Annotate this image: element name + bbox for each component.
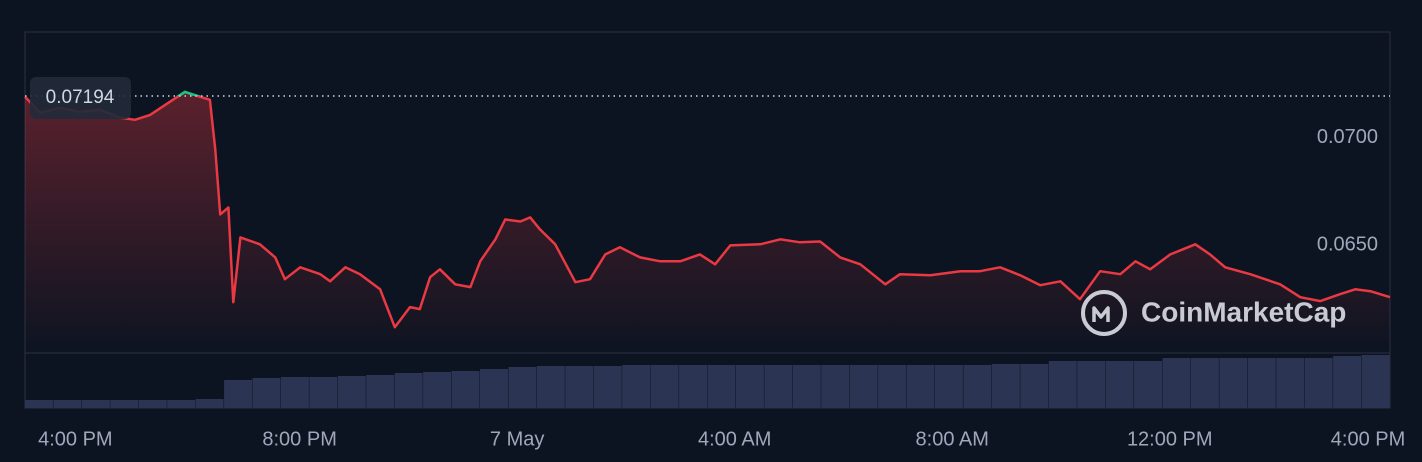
watermark-text: CoinMarketCap [1141, 296, 1346, 327]
volume-bar [679, 365, 707, 408]
y-tick-label: 0.0650 [1317, 234, 1378, 256]
price-line [24, 90, 1391, 329]
volume-bar [707, 365, 736, 408]
x-tick-label: 4:00 PM [38, 428, 112, 450]
volume-bar [25, 400, 53, 408]
volume-bar [138, 400, 167, 408]
volume-bar [508, 367, 537, 408]
x-tick-label: 8:00 PM [262, 428, 336, 450]
x-tick-label: 8:00 AM [916, 428, 989, 450]
volume-bar [764, 365, 793, 408]
reference-label-box [30, 76, 131, 119]
volume-bar [622, 365, 651, 408]
volume-bar [280, 377, 309, 408]
volume-bar [849, 365, 878, 408]
volume-bar [480, 369, 508, 408]
volume-bar [1304, 358, 1333, 408]
volume-bar [394, 373, 423, 408]
volume-bar [1020, 364, 1049, 408]
price-area [25, 91, 1390, 354]
volume-bar [735, 365, 764, 408]
volume-bar [906, 365, 935, 408]
volume-bar [593, 366, 622, 408]
watermark: CoinMarketCap [1081, 290, 1346, 336]
volume-bar [81, 400, 110, 408]
x-tick-label: 7 May [490, 428, 544, 450]
volume-bar [366, 375, 395, 408]
volume-bar [167, 400, 196, 408]
volume-bar [650, 365, 679, 408]
volume-bar [1048, 361, 1077, 408]
y-tick-label: 0.0700 [1317, 126, 1378, 148]
volume-bar [309, 377, 338, 408]
volume-bar [821, 365, 850, 408]
x-tick-label: 4:00 AM [698, 428, 771, 450]
volume-bar [451, 371, 480, 408]
volume-bar [963, 365, 992, 408]
volume-bar [1219, 358, 1248, 408]
volume-bar [1190, 358, 1219, 408]
volume-bar [565, 366, 594, 408]
volume-bar [878, 365, 907, 408]
x-tick-label: 12:00 PM [1127, 428, 1213, 450]
volume-bar [792, 365, 821, 408]
volume-bar [1333, 356, 1362, 408]
volume-bar [53, 400, 82, 408]
volume-bar [110, 400, 139, 408]
volume-bar [224, 380, 252, 408]
volume-bar [991, 364, 1020, 408]
volume-bar [536, 366, 565, 408]
x-tick-label: 4:00 PM [1331, 428, 1405, 450]
volume-bar [1162, 358, 1191, 408]
reference-label: 0.07194 [46, 87, 115, 108]
volume-bar [337, 376, 366, 408]
volume-bar [252, 378, 281, 408]
volume-bar [1077, 361, 1106, 408]
volume-bar [935, 365, 963, 408]
volume-bar [1247, 358, 1276, 408]
volume-bar [1361, 355, 1390, 408]
volume-bar [423, 372, 452, 408]
volume-bar [1276, 358, 1305, 408]
volume-bar [1105, 361, 1134, 408]
volume-bar [1134, 361, 1162, 408]
volume-bar [195, 399, 224, 408]
